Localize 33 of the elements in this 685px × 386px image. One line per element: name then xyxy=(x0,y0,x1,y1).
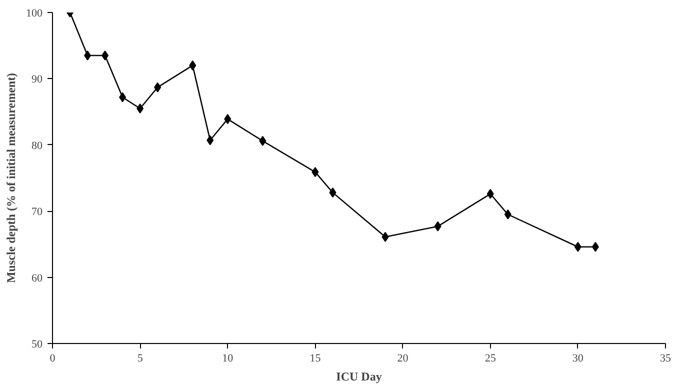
point xyxy=(206,135,214,146)
point xyxy=(259,136,266,146)
point xyxy=(102,50,109,61)
point xyxy=(486,188,494,199)
point xyxy=(382,232,389,242)
point xyxy=(592,242,599,252)
point xyxy=(504,209,512,220)
point xyxy=(84,50,92,61)
y-axis-title: Muscle depth (% of initial measurement) xyxy=(4,72,18,284)
point xyxy=(329,188,336,198)
x-tick-label: 25 xyxy=(484,352,496,364)
point xyxy=(136,103,144,114)
x-tick-label: 15 xyxy=(310,352,322,364)
point xyxy=(154,82,162,92)
y-tick-label: 50 xyxy=(32,338,43,350)
y-tick-label: 70 xyxy=(32,206,43,218)
y-tick-label: 90 xyxy=(32,74,43,86)
point xyxy=(574,242,582,252)
y-tick-label: 100 xyxy=(26,8,43,20)
x-tick-label: 30 xyxy=(572,352,584,364)
x-tick-label: 35 xyxy=(660,352,672,364)
x-tick-label: 20 xyxy=(397,352,409,364)
x-tick-label: 0 xyxy=(50,352,56,364)
y-tick-label: 80 xyxy=(32,140,43,152)
point xyxy=(434,221,442,232)
point xyxy=(224,114,232,124)
x-tick-label: 5 xyxy=(137,352,144,364)
x-axis-title: ICU Day xyxy=(336,370,382,384)
point xyxy=(312,167,319,178)
y-tick-label: 60 xyxy=(32,272,43,284)
point xyxy=(119,92,126,102)
x-tick-label: 10 xyxy=(222,352,234,364)
point xyxy=(189,60,196,70)
